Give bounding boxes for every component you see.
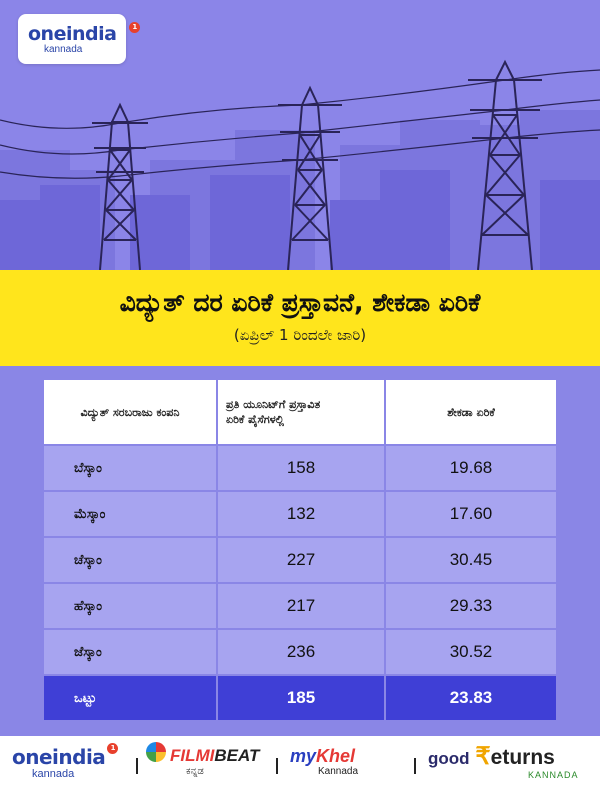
table-row: ಮೆಸ್ಕಾಂ 132 17.60 <box>44 490 556 536</box>
cell-paise: 227 <box>216 538 386 582</box>
cell-percent: 19.68 <box>449 458 493 477</box>
tower-left <box>92 102 148 270</box>
mykhel-khel: Khel <box>316 746 356 766</box>
logo-badge: 1 <box>129 21 140 33</box>
rupee-icon: ₹ <box>475 743 491 770</box>
table-total-row: ಒಟ್ಟು 185 23.83 <box>44 674 556 720</box>
cell-paise: 132 <box>216 492 386 536</box>
page-title: ವಿದ್ಯುತ್ ದರ ಏರಿಕೆ ಪ್ರಸ್ತಾವನೆ, ಶೇಕಡಾ ಏರಿಕ… <box>119 288 481 317</box>
header-company: ವಿದ್ಯುತ್ ಸರಬರಾಜು ಕಂಪನಿ <box>80 405 180 419</box>
tower-right <box>468 59 542 270</box>
cell-total-paise: 185 <box>216 676 386 720</box>
footer-brands: oneindia 1 kannada FILMIBEAT ಕನ್ನಡ myKhel… <box>0 736 600 796</box>
header-proposed-line1: ಪ್ರತಿ ಯೂನಿಟ್‌ಗೆ ಪ್ರಸ್ತಾವಿತ <box>226 398 321 411</box>
filmibeat-beat: BEAT <box>214 746 260 765</box>
table-row: ಬೆಸ್ಕಾಂ 158 19.68 <box>44 444 556 490</box>
cell-percent: 29.33 <box>449 596 493 615</box>
footer-separator <box>276 758 278 774</box>
cell-company: ಬೆಸ್ಕಾಂ <box>74 460 102 476</box>
logo-wordmark: oneindia 1 <box>28 21 140 44</box>
cell-paise: 217 <box>216 584 386 628</box>
cell-company: ಜೆಸ್ಕಾಂ <box>74 644 102 660</box>
oneindia-badge: 1 <box>107 743 119 754</box>
filmibeat-subtitle: ಕನ್ನಡ <box>186 766 204 777</box>
tariff-table: ವಿದ್ಯುತ್ ಸರಬರಾಜು ಕಂಪನಿ ಪ್ರತಿ ಯೂನಿಟ್‌ಗೆ ಪ… <box>44 380 556 720</box>
tower-center <box>278 85 342 270</box>
title-banner: ವಿದ್ಯುತ್ ದರ ಏರಿಕೆ ಪ್ರಸ್ತಾವನೆ, ಶೇಕಡಾ ಏರಿಕ… <box>0 270 600 366</box>
filmibeat-filmi: FILMI <box>170 746 215 765</box>
header-proposed-line2: ಏರಿಕೆ ಪೈಸೆಗಳಲ್ಲಿ <box>226 413 284 426</box>
hero-illustration: oneindia 1 kannada <box>0 0 600 270</box>
header-proposed-paise: ಪ್ರತಿ ಯೂನಿಟ್‌ಗೆ ಪ್ರಸ್ತಾವಿತ ಏರಿಕೆ ಪೈಸೆಗಳಲ… <box>216 380 386 444</box>
power-towers-illustration <box>0 59 600 270</box>
goodreturns-good: good <box>428 749 470 768</box>
cell-percent: 30.52 <box>449 642 493 661</box>
logo-subtitle: kannada <box>44 43 83 55</box>
footer-goodreturns-logo[interactable]: good ₹eturns KANNADA <box>428 743 579 781</box>
oneindia-logo[interactable]: oneindia 1 kannada <box>18 14 140 64</box>
footer-filmibeat-logo[interactable]: FILMIBEAT ಕನ್ನಡ <box>146 742 260 778</box>
oneindia-wordmark: oneindia 1 <box>12 743 119 768</box>
cell-paise: 236 <box>216 630 386 674</box>
footer-separator <box>414 758 416 774</box>
footer-oneindia-logo[interactable]: oneindia 1 kannada <box>12 743 119 780</box>
cell-total-percent: 23.83 <box>449 688 493 707</box>
mykhel-my: my <box>290 746 317 766</box>
cell-total-label: ಒಟ್ಟು <box>74 690 97 706</box>
footer-separator <box>136 758 138 774</box>
cell-company: ಹೆಸ್ಕಾಂ <box>74 598 103 614</box>
table-row: ಹೆಸ್ಕಾಂ 217 29.33 <box>44 582 556 628</box>
cell-company: ಚೆಸ್ಕಾಂ <box>74 552 102 568</box>
header-percent: ಶೇಕಡಾ ಏರಿಕೆ <box>447 405 495 419</box>
cell-paise: 158 <box>216 446 386 490</box>
cell-percent: 17.60 <box>449 504 493 523</box>
goodreturns-subtitle: KANNADA <box>528 770 579 780</box>
footer-mykhel-logo[interactable]: myKhel Kannada <box>290 746 358 778</box>
film-reel-icon <box>146 742 166 762</box>
table-header-row: ವಿದ್ಯುತ್ ಸರಬರಾಜು ಕಂಪನಿ ಪ್ರತಿ ಯೂನಿಟ್‌ಗೆ ಪ… <box>44 380 556 444</box>
cell-company: ಮೆಸ್ಕಾಂ <box>74 506 106 522</box>
goodreturns-returns: eturns <box>490 746 555 769</box>
table-row: ಚೆಸ್ಕಾಂ 227 30.45 <box>44 536 556 582</box>
mykhel-subtitle: Kannada <box>318 766 359 777</box>
table-row: ಜೆಸ್ಕಾಂ 236 30.52 <box>44 628 556 674</box>
cell-percent: 30.45 <box>449 550 493 569</box>
page-subtitle: (ಏಪ್ರಿಲ್ 1 ರಿಂದಲೇ ಜಾರಿ) <box>233 326 367 344</box>
oneindia-subtitle: kannada <box>32 768 75 780</box>
